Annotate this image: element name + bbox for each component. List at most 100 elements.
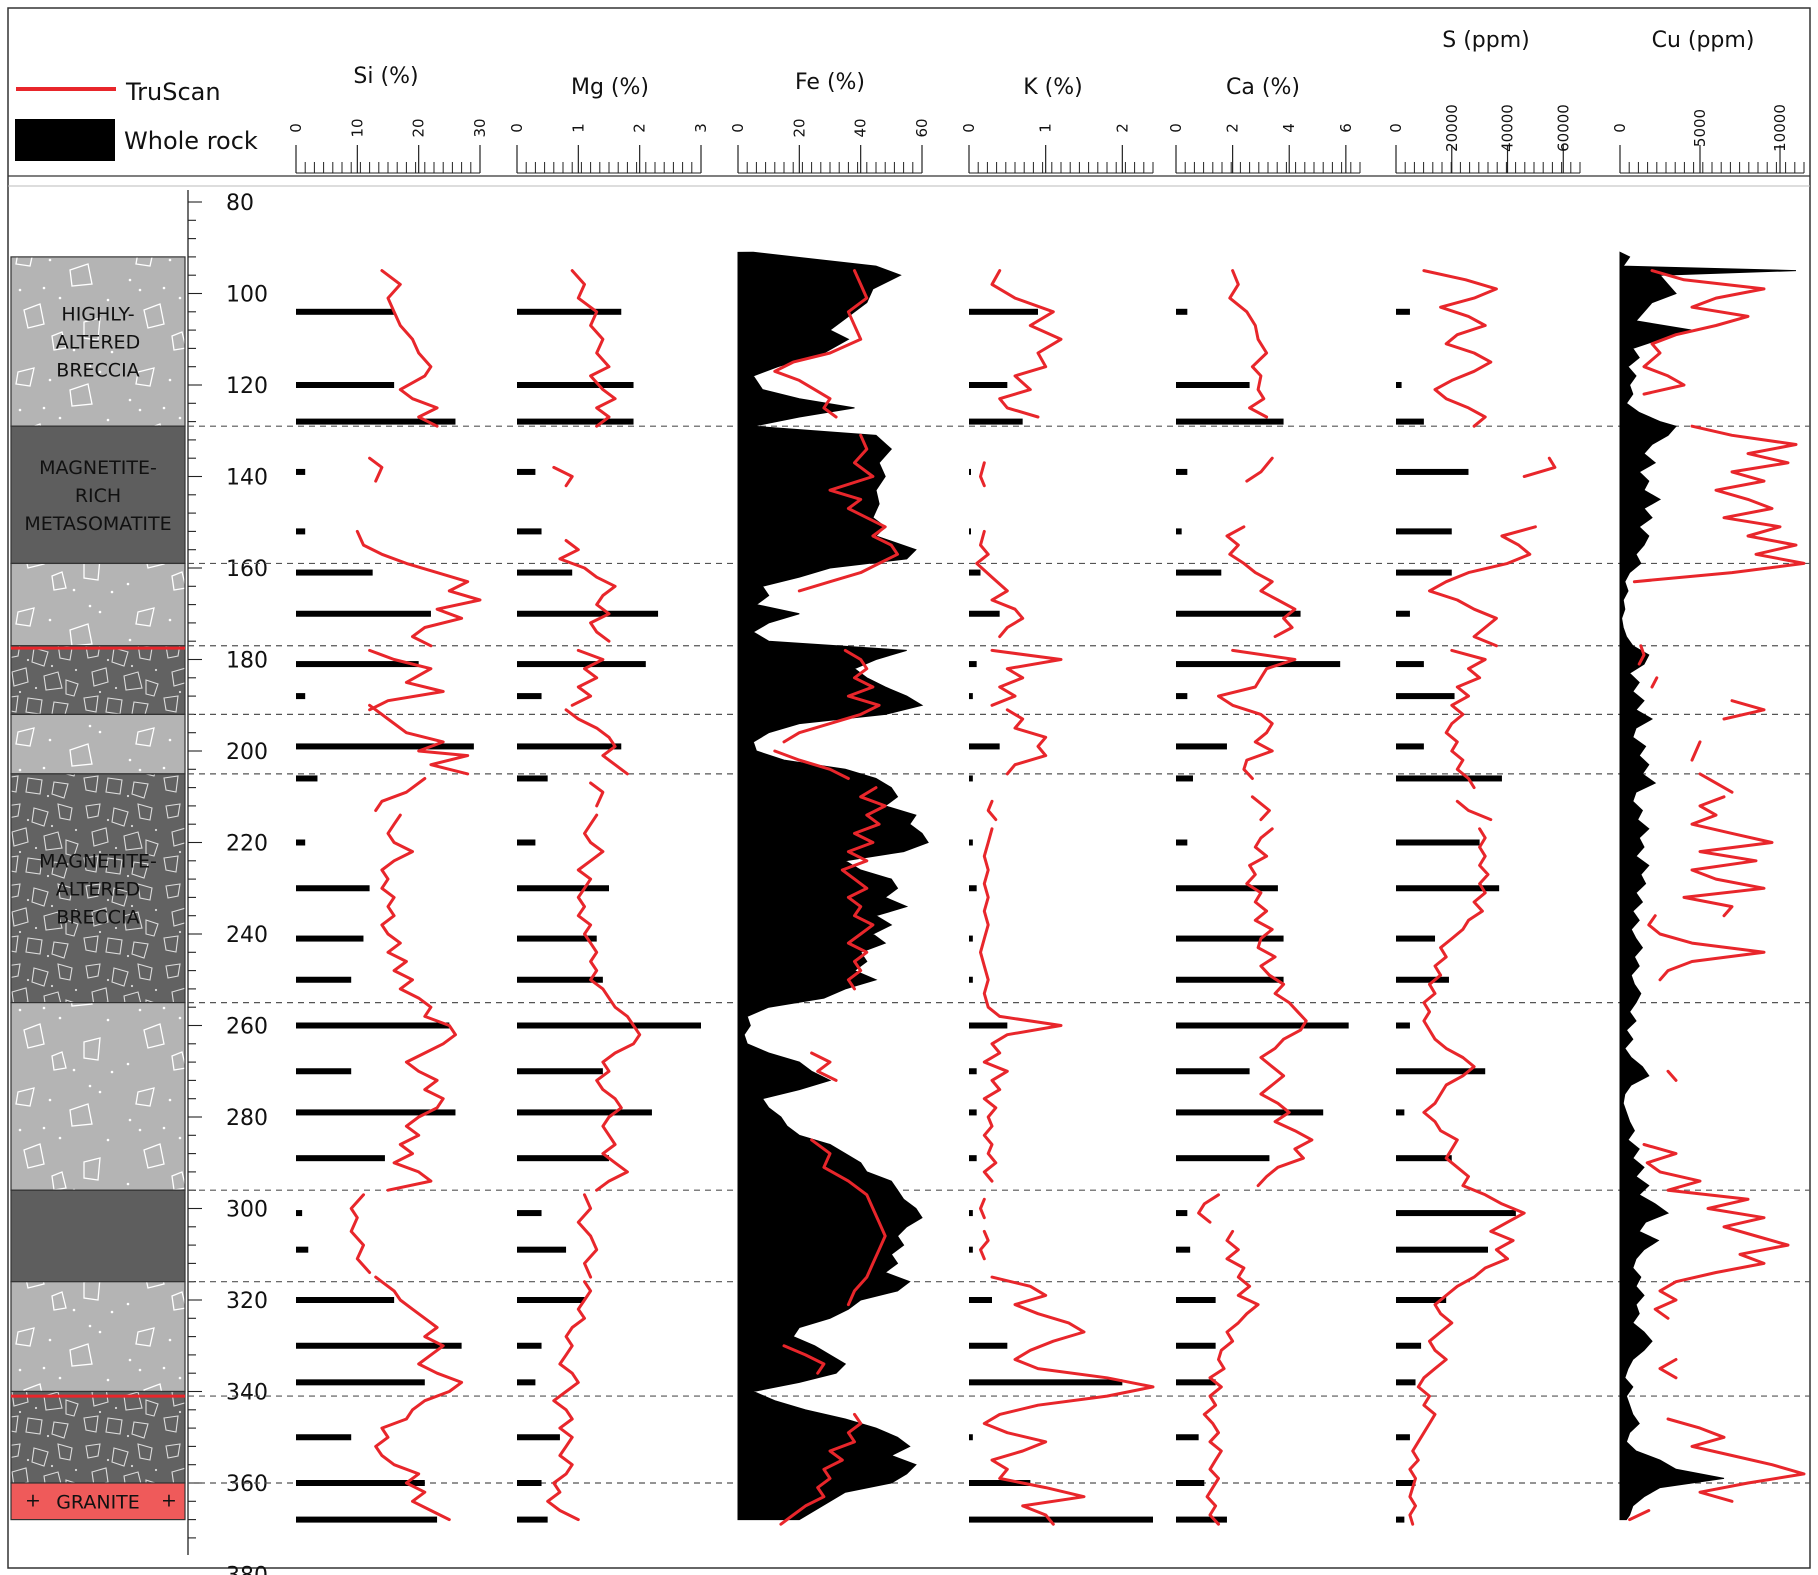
- wholerock-bar: [969, 1109, 977, 1116]
- wholerock-bar: [1396, 935, 1436, 942]
- wholerock-bar: [1176, 1109, 1324, 1116]
- wholerock-bar: [1396, 1022, 1410, 1029]
- depth-axis: 80 100 120 140 160 180 200 220 240 260 280 300 320 34…: [187, 190, 268, 1575]
- wholerock-bar: [1396, 1342, 1422, 1349]
- wholerock-bar: [1176, 885, 1278, 892]
- truscan-line: [1217, 648, 1297, 780]
- truscan-line: [1642, 269, 1766, 396]
- wholerock-bar: [969, 1516, 1153, 1523]
- wholerock-bar: [517, 935, 597, 942]
- depth-tick-label: 260: [226, 1015, 268, 1040]
- wholerock-bar: [969, 661, 977, 668]
- truscan-line: [380, 813, 457, 1192]
- wholerock-bar: [517, 1297, 585, 1303]
- scale-tick-label: 2: [631, 123, 649, 133]
- wholerock-bar: [1176, 775, 1193, 782]
- wholerock-bar: [1176, 528, 1182, 535]
- wholerock-bar: [969, 1379, 1123, 1386]
- lithology-unit: [10, 562, 186, 647]
- truscan-line: [558, 539, 617, 643]
- truscan-line: [1245, 827, 1314, 1188]
- wholerock-bar: [1396, 1434, 1410, 1441]
- wholerock-bar: [296, 935, 364, 942]
- depth-tick-label: 160: [226, 557, 268, 582]
- truscan-line: [1408, 827, 1526, 1526]
- wholerock-bar: [969, 1297, 992, 1303]
- wholerock-bar: [1176, 1379, 1216, 1386]
- wholerock-bar: [1176, 839, 1188, 846]
- wholerock-bar: [1396, 1297, 1447, 1303]
- scale-tick-label: 0: [1611, 123, 1629, 133]
- depth-tick-label: 80: [226, 191, 254, 216]
- wholerock-bar: [1176, 1342, 1216, 1349]
- lithology-column: HIGHLY- ALTERED BRECCIA MAGNETITE- RICH METAS…: [10, 256, 186, 1521]
- track-title: Ca (%): [1226, 75, 1300, 100]
- wholerock-bar: [969, 976, 973, 983]
- track-title: S (ppm): [1442, 28, 1529, 53]
- scale-tick-label: 40: [852, 118, 870, 137]
- wholerock-bar: [1176, 610, 1301, 617]
- wholerock-bar: [296, 308, 395, 315]
- truscan-line: [979, 1229, 990, 1261]
- lithology-label: RICH: [75, 485, 121, 507]
- truscan-line: [374, 1275, 464, 1522]
- lithology-unit: [10, 773, 186, 1004]
- wholerock-bar: [1176, 1068, 1250, 1075]
- truscan-line: [368, 703, 470, 776]
- wholerock-bar: [969, 885, 977, 892]
- wholerock-bar: [1176, 1516, 1227, 1523]
- wholerock-bar: [517, 775, 548, 782]
- lithology-unit: [10, 1002, 186, 1191]
- wholerock-bar: [296, 976, 352, 983]
- wholerock-bar: [969, 468, 971, 475]
- lithology-label: MAGNETITE-: [39, 457, 157, 479]
- wholerock-bar: [517, 528, 542, 535]
- wholerock-bar: [517, 885, 609, 892]
- wholerock-bar: [969, 1480, 1031, 1486]
- wholerock-bar: [969, 569, 981, 576]
- wholerock-bar: [517, 468, 536, 475]
- wholerock-bar: [296, 1480, 425, 1486]
- wholerock-bar: [1396, 1210, 1516, 1217]
- legend-truscan-label: TruScan: [125, 78, 221, 106]
- legend: TruScan Whole rock: [15, 78, 258, 161]
- track-title: Si (%): [353, 64, 418, 89]
- lithology-label: ALTERED: [56, 332, 140, 354]
- wholerock-bar: [969, 308, 1038, 315]
- wholerock-bar: [296, 610, 431, 617]
- wholerock-bar: [1396, 1480, 1416, 1486]
- wholerock-bar: [1396, 743, 1424, 750]
- truscan-line: [779, 1412, 863, 1526]
- wholerock-bar: [969, 1155, 977, 1162]
- track-fe: Fe (%) 0 20 40 60: [729, 70, 931, 1526]
- scale-tick-label: 10000: [1771, 104, 1789, 152]
- truscan-line: [589, 781, 605, 808]
- truscan-line: [1522, 456, 1557, 478]
- wholerock-bar: [296, 885, 370, 892]
- depth-tick-label: 280: [226, 1106, 268, 1131]
- wholerock-bar: [517, 569, 573, 576]
- wholerock-bar: [1396, 528, 1452, 535]
- truscan-line: [576, 1193, 599, 1279]
- wholerock-bar: [1396, 468, 1469, 475]
- wholerock-bar: [517, 1342, 542, 1349]
- wholerock-bar: [1176, 1155, 1270, 1162]
- scale-tick-label: 0: [508, 123, 526, 133]
- truscan-line: [1444, 648, 1487, 790]
- track-title: Mg (%): [571, 75, 649, 100]
- truscan-line: [1690, 740, 1702, 762]
- scale-tick-label: 0: [1167, 123, 1185, 133]
- wholerock-bar: [1176, 935, 1284, 942]
- truscan-line: [1005, 708, 1048, 776]
- wholerock-bar: [969, 839, 973, 846]
- scale-tick-label: 0: [960, 123, 978, 133]
- scale-tick-label: 20: [410, 118, 428, 137]
- truscan-line: [564, 708, 629, 776]
- truscan-line: [979, 461, 986, 488]
- truscan-line: [1650, 676, 1659, 689]
- track-s: S (ppm) 0 20000 40000 60000: [1387, 28, 1581, 1526]
- wholerock-bar: [296, 1022, 450, 1029]
- depth-tick-label: 120: [226, 374, 268, 399]
- scale-tick-label: 20: [790, 118, 808, 137]
